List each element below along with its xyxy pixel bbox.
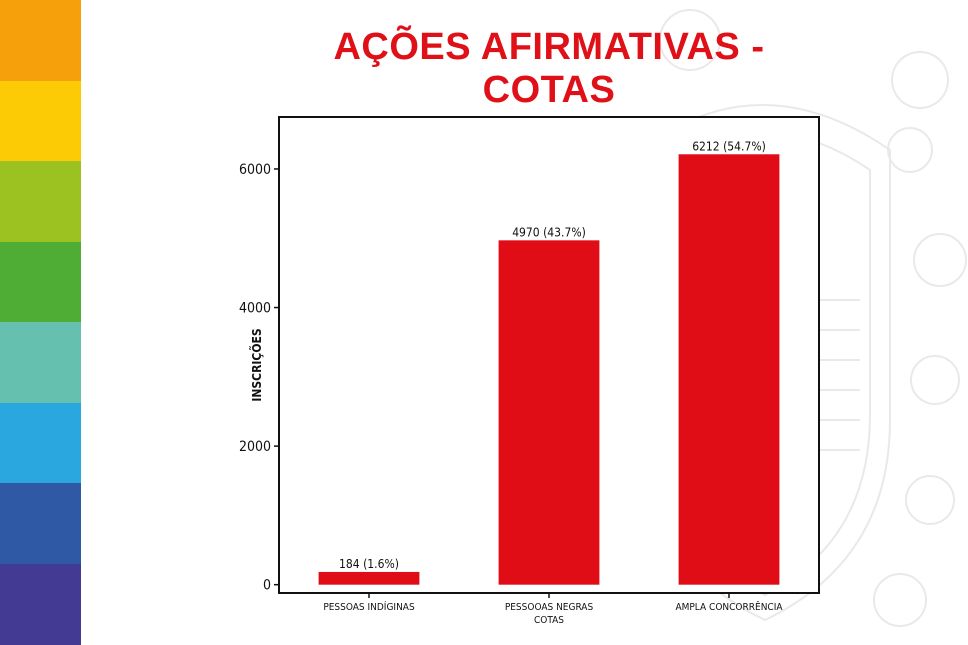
stripe-lime: [0, 161, 81, 242]
bar: [318, 571, 420, 585]
bar-data-label: 184 (1.6%): [339, 557, 399, 571]
bar: [498, 240, 600, 585]
stripe-sky-blue: [0, 403, 81, 484]
stripe-teal: [0, 322, 81, 403]
bar: [678, 154, 780, 585]
y-tick-label: 6000: [239, 162, 271, 178]
y-axis: 0 2000 4000 6000: [239, 162, 279, 594]
x-axis: PESSOAS INDÍGINAS PESSOOAS NEGRAS COTAS AMP…: [323, 593, 783, 626]
stripe-indigo: [0, 564, 81, 645]
y-tick-label: 0: [263, 578, 271, 594]
page-title: AÇÕES AFIRMATIVAS - COTAS: [333, 26, 765, 111]
stripe-orange: [0, 0, 81, 81]
x-tick-label: PESSOOAS NEGRAS: [505, 602, 594, 613]
x-tick-label: COTAS: [534, 615, 564, 626]
stripe-yellow: [0, 81, 81, 162]
y-axis-title: INSCRIÇÕES: [249, 328, 264, 401]
y-tick-label: 4000: [239, 301, 271, 317]
stripe-blue: [0, 483, 81, 564]
x-tick-label: AMPLA CONCORRÊNCIA: [675, 600, 783, 613]
bar-data-label: 6212 (54.7%): [692, 139, 766, 153]
y-tick-label: 2000: [239, 439, 271, 455]
stripe-green: [0, 242, 81, 323]
color-stripes: [0, 0, 81, 645]
bars: 184 (1.6%) 4970 (43.7%) 6212 (54.7%): [318, 139, 780, 585]
bar-data-label: 4970 (43.7%): [512, 225, 586, 239]
x-tick-label: PESSOAS INDÍGINAS: [323, 600, 415, 613]
